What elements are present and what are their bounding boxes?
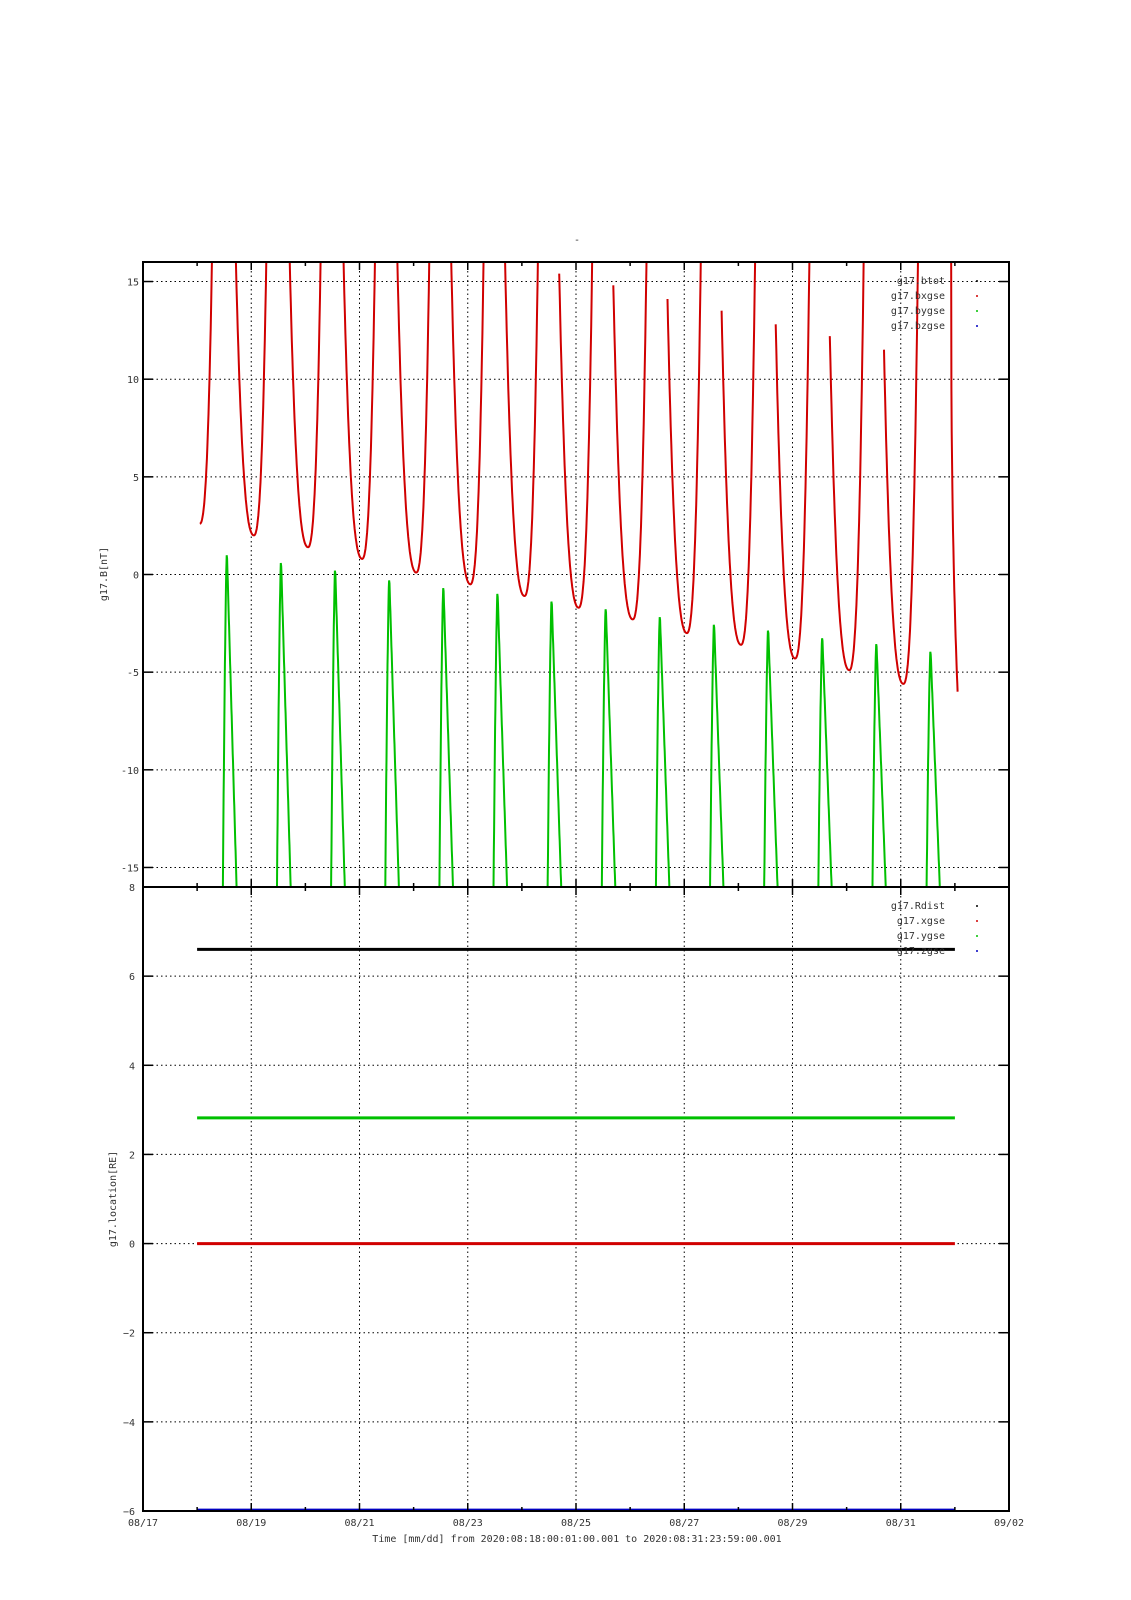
x-tick-label: 08/19 (236, 1518, 266, 1529)
bxgse-series-line (504, 262, 539, 598)
bottom-y-tick-label: −2 (123, 1329, 135, 1340)
bottom-legend-label: g17.Rdist (891, 901, 945, 912)
top-legend: g17.btot g17.bxgse g17.bygse g17.bzgse (891, 276, 978, 332)
top-legend-label: g17.bxgse (891, 291, 945, 302)
bxgse-series-line (199, 262, 213, 525)
bxgse-series-line (883, 262, 919, 685)
top-ylabel: g17.B[nT] (99, 547, 110, 601)
x-tick-label: 08/29 (777, 1518, 807, 1529)
top-y-tick-label: 5 (133, 473, 139, 484)
bygse-series-line (275, 562, 292, 887)
bxgse-series-line (288, 262, 322, 549)
x-tick-label: 08/27 (669, 1518, 699, 1529)
bottom-legend-label: g17.xgse (897, 916, 945, 927)
top-legend-marker (976, 325, 978, 327)
bottom-legend-label: g17.ygse (897, 931, 945, 942)
bxgse-series-line (828, 262, 865, 672)
bygse-series-line (384, 580, 400, 887)
x-axis-label: Time [mm/dd] from 2020:08:18:00:01:00.00… (372, 1534, 781, 1545)
bottom-ylabel: g17.location[RE] (108, 1151, 119, 1247)
top-legend-label: g17.bzgse (891, 321, 945, 332)
bygse-series-line (546, 601, 563, 887)
bottom-y-tick-label: 2 (129, 1150, 135, 1161)
bottom-legend-marker (976, 935, 978, 937)
top-y-ticks: 15 10 5 0 -5 -10 -15 (121, 278, 1009, 874)
top-y-tick-label: -10 (121, 766, 139, 777)
top-legend-marker (976, 295, 978, 297)
bxgse-series-line (450, 262, 485, 586)
x-tick-label: 08/23 (453, 1518, 483, 1529)
bottom-legend-marker (976, 905, 978, 907)
bottom-legend-label: g17.zgse (897, 946, 945, 957)
x-tick-label: 08/17 (128, 1518, 158, 1529)
magnetic-field-panel: 15 10 5 0 -5 -10 -15 g17.B[nT] g17.btot g17.bxg… (99, 261, 1010, 888)
top-series-clip (199, 262, 959, 887)
bxgse-series-line (396, 262, 431, 574)
top-legend-marker (976, 310, 978, 312)
bygse-series-line (925, 651, 941, 887)
bygse-series-line (654, 616, 671, 887)
top-y-tick-label: 10 (127, 375, 139, 386)
bottom-y-tick-label: 4 (129, 1061, 135, 1072)
bygse-series-line (221, 555, 238, 887)
bottom-grid (143, 887, 1009, 1511)
x-ticks: 08/17 08/19 08/21 08/23 08/25 08/27 08/29 08/31… (128, 262, 1024, 1529)
bygse-series-line (438, 587, 454, 887)
top-y-tick-label: 0 (133, 571, 139, 582)
bygse-series-line (600, 609, 617, 887)
x-tick-label: 08/31 (886, 1518, 916, 1529)
bottom-legend-marker (976, 950, 978, 952)
bxgse-series-line (666, 262, 702, 635)
top-grid (143, 262, 1009, 887)
bottom-y-tick-label: 6 (129, 972, 135, 983)
top-y-tick-label: 15 (127, 278, 139, 289)
bygse-series-line (763, 630, 779, 887)
bygse-series-line (817, 638, 833, 887)
bygse-series-line (492, 593, 509, 887)
top-y-tick-label: -5 (127, 668, 139, 679)
bxgse-series-line (950, 262, 959, 692)
bxgse-series-line (342, 262, 376, 560)
x-tick-label: 08/21 (344, 1518, 374, 1529)
bxgse-series-line (612, 262, 648, 621)
bygse-series-line (709, 624, 725, 887)
top-legend-label: g17.btot (897, 276, 945, 287)
top-series (199, 262, 959, 887)
bottom-legend-marker (976, 920, 978, 922)
top-title: - (574, 235, 580, 246)
bottom-y-tick-label: −6 (123, 1507, 135, 1518)
bottom-legend: g17.Rdist g17.xgse g17.ygse g17.zgse (891, 901, 978, 957)
top-legend-marker (976, 280, 978, 282)
bottom-y-tick-label: 8 (129, 883, 135, 894)
top-legend-label: g17.bygse (891, 306, 945, 317)
bottom-y-tick-label: −4 (123, 1418, 135, 1429)
bygse-series-line (330, 570, 346, 887)
bygse-series-line (871, 643, 887, 887)
bottom-y-ticks: 8 6 4 2 0 −2 −4 −6 (123, 883, 1009, 1518)
x-tick-label: 08/25 (561, 1518, 591, 1529)
bxgse-series-line (234, 262, 268, 537)
top-y-tick-label: -15 (121, 863, 139, 874)
bottom-y-tick-label: 0 (129, 1240, 135, 1251)
bxgse-series-line (558, 262, 594, 609)
x-tick-label: 09/02 (994, 1518, 1024, 1529)
bxgse-series-line (720, 262, 757, 646)
bxgse-series-line (774, 262, 811, 660)
